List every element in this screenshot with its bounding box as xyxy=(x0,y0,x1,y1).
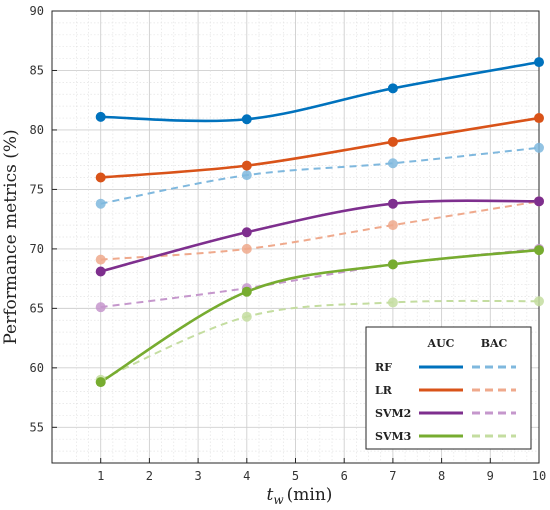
x-tick-label: 9 xyxy=(487,469,494,483)
legend-box xyxy=(365,326,532,450)
y-tick-label: 80 xyxy=(30,123,44,137)
series-line-svm2-auc xyxy=(100,199,540,273)
series-line-svm3-bac xyxy=(100,299,540,381)
data-point-svm2-auc xyxy=(241,227,252,238)
x-tick-label: 2 xyxy=(146,469,153,483)
legend-label-svm3: SVM3 xyxy=(375,430,411,443)
data-point-rf-bac xyxy=(95,198,106,209)
data-point-svm2-bac xyxy=(95,302,106,313)
x-tick-label: 3 xyxy=(194,469,201,483)
x-axis-label-unit: (min) xyxy=(287,485,333,505)
data-point-lr-auc xyxy=(387,136,398,147)
data-point-svm3-bac xyxy=(387,297,398,308)
series-line-rf-auc xyxy=(100,60,540,123)
x-tick-label: 7 xyxy=(389,469,396,483)
x-tick-label: 8 xyxy=(438,469,445,483)
series-line-rf-bac xyxy=(100,146,540,205)
data-point-rf-auc xyxy=(387,83,398,94)
legend-header-bac: BAC xyxy=(481,337,508,350)
y-tick-label: 90 xyxy=(30,4,44,18)
data-point-lr-bac xyxy=(241,243,252,254)
axis-ticks: 55 60 65 70 75 80 85 90 1 2 3 4 5 6 7 8 9 10 xyxy=(30,4,547,483)
legend-label-svm2: SVM2 xyxy=(375,407,411,420)
series-line-lr-bac xyxy=(100,200,540,261)
data-point-svm3-auc xyxy=(387,259,398,270)
y-tick-label: 75 xyxy=(30,182,44,196)
data-point-svm3-auc xyxy=(95,377,106,388)
data-point-lr-auc xyxy=(534,113,544,124)
data-point-lr-auc xyxy=(241,160,252,171)
data-point-svm3-auc xyxy=(534,245,544,256)
data-point-rf-auc xyxy=(241,114,252,125)
series-lines xyxy=(100,60,540,384)
y-tick-label: 70 xyxy=(30,242,44,256)
x-axis-label-variable: t xyxy=(267,485,274,505)
data-point-rf-bac xyxy=(241,170,252,181)
y-axis-label: Performance metrics (%) xyxy=(1,129,21,344)
data-point-rf-auc xyxy=(534,57,544,68)
data-point-lr-bac xyxy=(95,254,106,265)
x-tick-label: 5 xyxy=(292,469,299,483)
y-tick-label: 55 xyxy=(30,420,44,434)
data-point-svm2-auc xyxy=(95,266,106,277)
data-point-rf-auc xyxy=(95,111,106,122)
x-tick-label: 4 xyxy=(243,469,250,483)
legend-label-rf: RF xyxy=(375,361,392,374)
x-axis-label: tw (min) xyxy=(267,485,333,507)
y-tick-label: 65 xyxy=(30,301,44,315)
legend: AUC BAC RF LR SVM2 SVM3 xyxy=(365,326,532,450)
series-line-lr-auc xyxy=(100,116,540,179)
series-markers xyxy=(95,57,544,388)
x-axis-label-subscript: w xyxy=(273,493,284,507)
data-point-rf-bac xyxy=(534,142,544,153)
data-point-rf-bac xyxy=(387,158,398,169)
legend-rows: RF LR SVM2 SVM3 xyxy=(375,361,516,443)
data-point-lr-bac xyxy=(387,220,398,231)
y-tick-label: 60 xyxy=(30,361,44,375)
data-point-svm3-bac xyxy=(241,311,252,322)
data-point-svm2-auc xyxy=(387,198,398,209)
data-point-lr-auc xyxy=(95,172,106,183)
data-point-svm2-auc xyxy=(534,196,544,207)
y-tick-label: 85 xyxy=(30,63,44,77)
data-point-svm3-bac xyxy=(534,296,544,307)
x-tick-label: 1 xyxy=(97,469,104,483)
x-tick-label: 6 xyxy=(341,469,348,483)
data-point-svm3-auc xyxy=(241,286,252,297)
series-line-svm3-auc xyxy=(100,248,540,384)
legend-header-auc: AUC xyxy=(427,337,455,350)
x-tick-label: 10 xyxy=(532,469,546,483)
legend-label-lr: LR xyxy=(375,384,393,397)
